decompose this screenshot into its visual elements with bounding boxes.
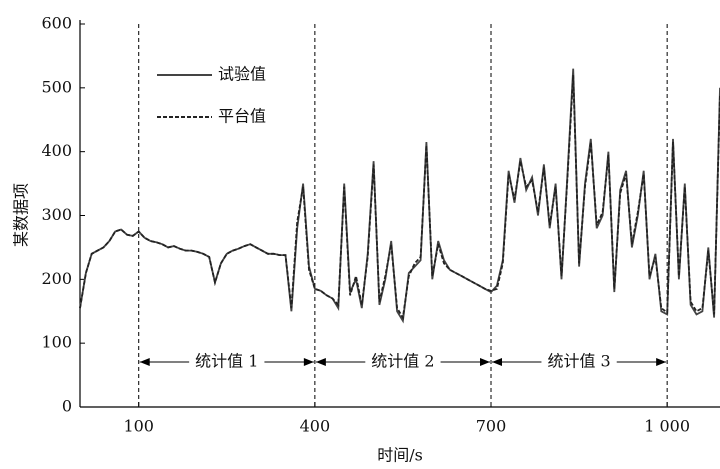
annotation: 统计值 2: [371, 352, 434, 371]
x-tick-label: 1 000: [644, 417, 690, 436]
series-line: [79, 68, 720, 324]
annotation: 统计值 1: [195, 352, 258, 371]
y-tick-label: 300: [41, 205, 72, 224]
x-tick-label: 100: [123, 417, 154, 436]
y-tick-label: 0: [62, 397, 72, 416]
series-line: [79, 75, 720, 321]
annotation: 统计值 3: [547, 352, 610, 371]
y-tick-label: 600: [41, 14, 72, 33]
x-tick-label: 700: [476, 417, 507, 436]
y-axis-label: 某数据项: [12, 183, 31, 247]
y-tick-label: 200: [41, 269, 72, 288]
y-tick-label: 400: [41, 141, 72, 160]
x-tick-label: 400: [300, 417, 331, 436]
y-tick-label: 100: [41, 333, 72, 352]
legend-label: 平台值: [218, 107, 266, 126]
legend-label: 试验值: [218, 65, 266, 84]
y-tick-label: 500: [41, 77, 72, 96]
x-axis-label: 时间/s: [377, 446, 423, 465]
